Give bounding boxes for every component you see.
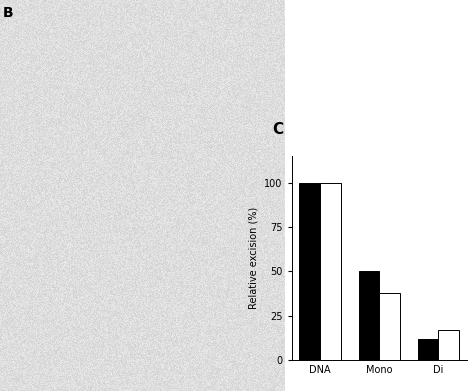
Bar (300, 183, 320, 360)
Y-axis label: Relative excision (%): Relative excision (%) (248, 207, 258, 309)
Bar (320, 183, 341, 360)
Text: C: C (273, 122, 283, 137)
Bar (379, 292, 400, 360)
Bar (438, 330, 459, 360)
Bar (358, 271, 379, 360)
Text: B: B (3, 6, 13, 20)
Bar (418, 339, 438, 360)
